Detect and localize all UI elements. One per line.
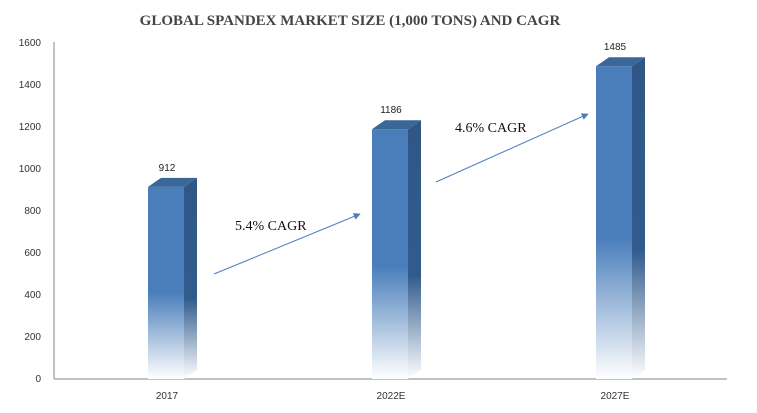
bar-top — [596, 57, 645, 67]
y-tick-label: 1400 — [19, 80, 42, 91]
bar-side — [632, 57, 645, 380]
cagr-annotations: 5.4% CAGR 4.6% CAGR — [213, 113, 589, 275]
x-tick-label: 2022E — [377, 391, 406, 402]
chart-title: GLOBAL SPANDEX MARKET SIZE (1,000 TONS) … — [140, 13, 561, 29]
y-tick-label: 1000 — [19, 164, 42, 175]
bar-top — [372, 120, 421, 130]
data-label: 1485 — [604, 42, 627, 53]
y-tick-label: 400 — [24, 290, 41, 301]
y-tick-label: 1200 — [19, 122, 42, 133]
cagr-label: 5.4% CAGR — [235, 219, 307, 234]
data-label: 912 — [159, 163, 176, 174]
y-tick-label: 800 — [24, 206, 41, 217]
y-tick-label: 600 — [24, 248, 41, 259]
bar — [148, 186, 184, 379]
y-axis: 0 200 400 600 800 1000 1200 1400 1600 — [19, 38, 55, 385]
bar-top — [148, 177, 197, 187]
bars-group — [148, 57, 645, 380]
y-tick-label: 1600 — [19, 38, 42, 49]
x-tick-label: 2027E — [601, 391, 630, 402]
data-labels: 912 1186 1485 — [159, 42, 627, 174]
bar-side — [408, 120, 421, 379]
bar-side — [184, 177, 197, 379]
bar — [596, 66, 632, 380]
x-axis: 2017 2022E 2027E — [54, 378, 727, 402]
x-tick-label: 2017 — [156, 391, 179, 402]
bar — [372, 129, 408, 379]
cagr-arrow — [435, 113, 589, 183]
y-tick-label: 0 — [35, 374, 41, 385]
cagr-label: 4.6% CAGR — [455, 121, 527, 136]
cagr-arrow — [213, 213, 361, 275]
data-label: 1186 — [380, 105, 402, 116]
y-tick-label: 200 — [24, 332, 41, 343]
